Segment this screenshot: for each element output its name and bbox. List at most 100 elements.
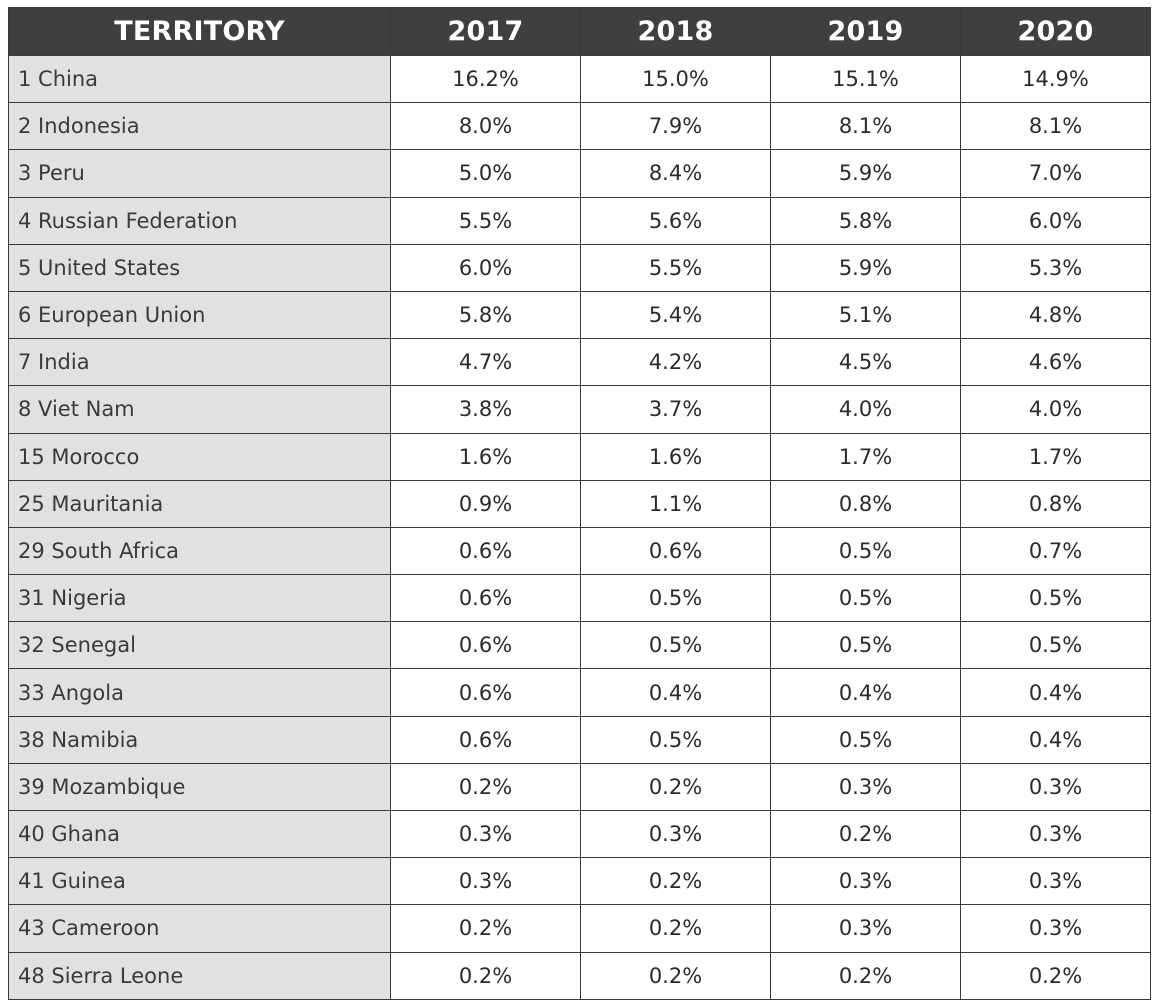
share-value-cell: 0.2% (390, 904, 581, 953)
share-value-cell: 1.7% (960, 432, 1151, 481)
header-territory: TERRITORY (8, 7, 391, 56)
share-value-cell: 0.5% (770, 526, 961, 576)
share-value-cell: 0.5% (770, 715, 961, 764)
share-value-cell: 0.2% (960, 951, 1151, 1000)
table-row: 29 South Africa 0.6% 0.6% 0.5% 0.7% (8, 526, 1151, 576)
share-value-cell: 4.8% (960, 290, 1151, 340)
territory-name-cell: 29 South Africa (8, 526, 391, 576)
territory-name-cell: 1 China (8, 54, 391, 104)
header-year-2017: 2017 (390, 7, 581, 56)
share-value-cell: 0.6% (580, 526, 771, 576)
territory-share-table: TERRITORY 2017 2018 2019 2020 1 China 16.… (8, 7, 1151, 1000)
share-value-cell: 5.5% (580, 243, 771, 292)
share-value-cell: 4.7% (390, 338, 581, 387)
share-value-cell: 5.8% (770, 196, 961, 245)
share-value-cell: 15.0% (580, 54, 771, 104)
table-row: 15 Morocco 1.6% 1.6% 1.7% 1.7% (8, 432, 1151, 481)
table-row: 38 Namibia 0.6% 0.5% 0.5% 0.4% (8, 715, 1151, 764)
territory-name-cell: 38 Namibia (8, 715, 391, 764)
share-value-cell: 0.2% (390, 951, 581, 1000)
share-value-cell: 5.0% (390, 149, 581, 198)
share-value-cell: 8.0% (390, 102, 581, 151)
share-value-cell: 0.3% (390, 857, 581, 906)
share-value-cell: 1.7% (770, 432, 961, 481)
share-value-cell: 5.4% (580, 290, 771, 340)
territory-name-cell: 4 Russian Federation (8, 196, 391, 245)
share-value-cell: 0.5% (960, 574, 1151, 623)
territory-name-cell: 6 European Union (8, 290, 391, 340)
share-value-cell: 0.7% (960, 526, 1151, 576)
share-value-cell: 0.5% (770, 574, 961, 623)
share-value-cell: 0.8% (960, 479, 1151, 528)
table-row: 3 Peru 5.0% 8.4% 5.9% 7.0% (8, 149, 1151, 198)
share-value-cell: 16.2% (390, 54, 581, 104)
table-row: 4 Russian Federation 5.5% 5.6% 5.8% 6.0% (8, 196, 1151, 245)
share-value-cell: 0.3% (770, 762, 961, 812)
share-value-cell: 1.6% (390, 432, 581, 481)
share-value-cell: 0.4% (960, 668, 1151, 717)
territory-name-cell: 32 Senegal (8, 621, 391, 670)
header-year-2019: 2019 (770, 7, 961, 56)
share-value-cell: 0.3% (960, 762, 1151, 812)
share-value-cell: 4.0% (960, 385, 1151, 434)
share-value-cell: 6.0% (960, 196, 1151, 245)
share-value-cell: 0.5% (580, 574, 771, 623)
share-value-cell: 4.5% (770, 338, 961, 387)
share-value-cell: 0.3% (960, 857, 1151, 906)
header-year-2020: 2020 (960, 7, 1151, 56)
share-value-cell: 0.3% (390, 809, 581, 859)
table-row: 2 Indonesia 8.0% 7.9% 8.1% 8.1% (8, 102, 1151, 151)
share-value-cell: 14.9% (960, 54, 1151, 104)
header-row: TERRITORY 2017 2018 2019 2020 (8, 7, 1151, 56)
share-value-cell: 0.4% (960, 715, 1151, 764)
share-value-cell: 3.8% (390, 385, 581, 434)
share-value-cell: 4.2% (580, 338, 771, 387)
territory-name-cell: 43 Cameroon (8, 904, 391, 953)
share-value-cell: 0.5% (960, 621, 1151, 670)
territory-name-cell: 48 Sierra Leone (8, 951, 391, 1000)
territory-name-cell: 41 Guinea (8, 857, 391, 906)
share-value-cell: 8.1% (770, 102, 961, 151)
share-value-cell: 5.1% (770, 290, 961, 340)
share-value-cell: 0.2% (770, 951, 961, 1000)
territory-name-cell: 39 Mozambique (8, 762, 391, 812)
share-value-cell: 5.6% (580, 196, 771, 245)
table-row: 33 Angola 0.6% 0.4% 0.4% 0.4% (8, 668, 1151, 717)
share-value-cell: 0.6% (390, 621, 581, 670)
share-value-cell: 0.6% (390, 574, 581, 623)
share-value-cell: 0.5% (770, 621, 961, 670)
table-row: 1 China 16.2% 15.0% 15.1% 14.9% (8, 54, 1151, 104)
table-row: 39 Mozambique 0.2% 0.2% 0.3% 0.3% (8, 762, 1151, 812)
share-value-cell: 7.9% (580, 102, 771, 151)
table-row: 25 Mauritania 0.9% 1.1% 0.8% 0.8% (8, 479, 1151, 528)
territory-name-cell: 2 Indonesia (8, 102, 391, 151)
share-value-cell: 3.7% (580, 385, 771, 434)
territory-name-cell: 3 Peru (8, 149, 391, 198)
territory-name-cell: 31 Nigeria (8, 574, 391, 623)
share-value-cell: 5.9% (770, 149, 961, 198)
share-value-cell: 0.3% (770, 904, 961, 953)
territory-name-cell: 7 India (8, 338, 391, 387)
share-value-cell: 4.6% (960, 338, 1151, 387)
share-value-cell: 0.6% (390, 715, 581, 764)
territory-name-cell: 33 Angola (8, 668, 391, 717)
header-year-2018: 2018 (580, 7, 771, 56)
share-value-cell: 0.2% (580, 904, 771, 953)
share-value-cell: 1.6% (580, 432, 771, 481)
share-value-cell: 8.4% (580, 149, 771, 198)
table-row: 40 Ghana 0.3% 0.3% 0.2% 0.3% (8, 809, 1151, 859)
share-value-cell: 7.0% (960, 149, 1151, 198)
share-value-cell: 0.5% (580, 621, 771, 670)
table-row: 8 Viet Nam 3.8% 3.7% 4.0% 4.0% (8, 385, 1151, 434)
share-value-cell: 0.2% (580, 857, 771, 906)
territory-name-cell: 25 Mauritania (8, 479, 391, 528)
table-row: 7 India 4.7% 4.2% 4.5% 4.6% (8, 338, 1151, 387)
territory-name-cell: 5 United States (8, 243, 391, 292)
share-value-cell: 5.9% (770, 243, 961, 292)
share-value-cell: 0.2% (580, 762, 771, 812)
share-value-cell: 0.4% (770, 668, 961, 717)
share-value-cell: 0.2% (390, 762, 581, 812)
share-value-cell: 6.0% (390, 243, 581, 292)
share-value-cell: 5.5% (390, 196, 581, 245)
share-value-cell: 0.6% (390, 526, 581, 576)
